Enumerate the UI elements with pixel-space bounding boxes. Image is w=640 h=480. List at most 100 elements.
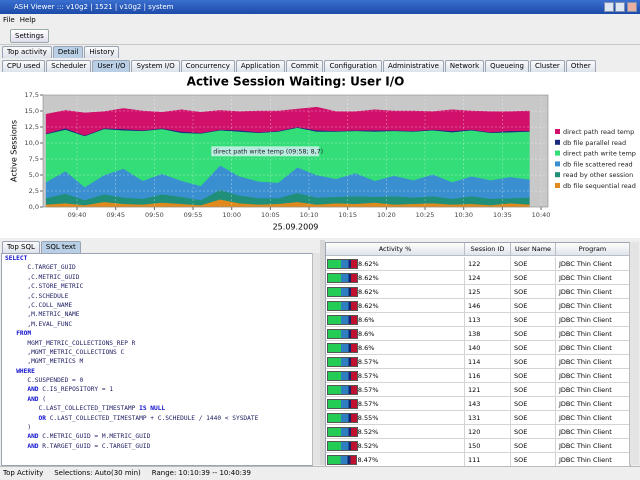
column-header[interactable]: Program [556,243,630,256]
tab[interactable]: Other [566,60,596,72]
tab[interactable]: Commit [286,60,324,72]
tab[interactable]: Scheduler [46,60,91,72]
tab[interactable]: History [84,46,119,58]
session-id: 121 [465,383,511,397]
tab[interactable]: Network [445,60,484,72]
sql-line: ,C.COLL_NAME [2,301,312,310]
activity-cell: 8.47% [326,453,465,467]
user-name: SOE [511,411,556,425]
user-name: SOE [511,383,556,397]
tab[interactable]: Queueing [485,60,529,72]
sql-line: WHERE [2,367,312,376]
x-tick-label: 10:05 [261,211,280,219]
x-tick-label: 10:15 [338,211,357,219]
activity-cell: 8.57% [326,355,465,369]
activity-cell: 8.52% [326,439,465,453]
sql-keyword: IS [139,405,146,412]
session-id: 143 [465,397,511,411]
settings-button[interactable]: Settings [10,29,49,43]
x-tick-label: 10:20 [377,211,396,219]
column-header[interactable]: Activity % [326,243,465,256]
program: JDBC Thin Client [556,327,630,341]
status-bar: Top ActivitySelections: Auto(30 min)Rang… [0,466,640,480]
session-id: 131 [465,411,511,425]
sql-line: ,C.STORE_METRIC [2,282,312,291]
sql-line: ,C.METRIC_GUID [2,273,312,282]
status-panel: Top Activity [3,467,43,480]
user-name: SOE [511,453,556,467]
legend-swatch [555,140,560,145]
activity-bar [327,357,358,367]
activity-label: 8.6% [358,313,375,327]
user-name: SOE [511,425,556,439]
tab[interactable]: User I/O [92,60,130,72]
activity-cell: 8.6% [326,313,465,327]
legend-swatch [555,129,560,134]
activity-bar [327,455,357,465]
activity-label: 8.52% [358,439,379,453]
activity-bar [327,315,358,325]
session-id: 124 [465,271,511,285]
activity-cell: 8.57% [326,397,465,411]
activity-bar [327,385,358,395]
session-id: 125 [465,285,511,299]
toolbar: Settings [0,26,640,45]
user-name: SOE [511,271,556,285]
x-tick-label: 09:55 [184,211,203,219]
scrollbar[interactable] [629,242,639,465]
program: JDBC Thin Client [556,313,630,327]
column-header[interactable]: Session ID [465,243,511,256]
menu-item[interactable]: Help [20,16,36,24]
session-id: 150 [465,439,511,453]
minimize-button[interactable] [604,2,614,12]
y-tick-label: 10,0 [25,139,39,147]
x-tick-label: 10:30 [454,211,473,219]
sql-line: AND C.METRIC_GUID = M.METRIC_GUID [2,432,312,441]
sql-line: MGMT_METRIC_COLLECTIONS_REP R [2,339,312,348]
annotation: direct path write temp (09:58; 8,7) [213,148,323,155]
y-tick-label: 2,5 [29,187,39,195]
sql-line: ,M.EVAL_FUNC [2,320,312,329]
main-tabs: Top activityDetailHistory [2,46,120,58]
activity-label: 8.62% [358,271,379,285]
program: JDBC Thin Client [556,299,630,313]
tab[interactable]: Cluster [530,60,565,72]
tab[interactable]: Concurrency [181,60,235,72]
activity-bar [327,413,358,423]
user-name: SOE [511,369,556,383]
tab[interactable]: System I/O [131,60,179,72]
tab[interactable]: Administrative [383,60,444,72]
tab[interactable]: SQL text [41,241,81,253]
program: JDBC Thin Client [556,425,630,439]
menu-item[interactable]: File [3,16,15,24]
tab[interactable]: Application [236,60,285,72]
activity-bar [327,329,358,339]
activity-label: 8.6% [358,327,375,341]
session-id: 116 [465,369,511,383]
activity-label: 8.62% [358,299,379,313]
activity-bar [327,441,358,451]
status-selection: Selections: Auto(30 min) [54,467,141,480]
activity-cell: 8.62% [326,271,465,285]
x-tick-label: 10:40 [532,211,551,219]
x-tick-label: 09:45 [106,211,125,219]
column-header[interactable]: User Name [511,243,556,256]
y-axis-label: Active Sessions [10,120,19,182]
activity-cell: 8.57% [326,369,465,383]
close-button[interactable] [627,2,637,12]
tab[interactable]: Top activity [2,46,52,58]
activity-cell: 8.62% [326,285,465,299]
sql-line: SELECT [2,254,312,263]
tab[interactable]: Configuration [324,60,381,72]
activity-cell: 8.55% [326,411,465,425]
program: JDBC Thin Client [556,285,630,299]
tab[interactable]: CPU used [2,60,45,72]
tab[interactable]: Detail [53,46,84,58]
activity-label: 8.62% [358,257,379,271]
activity-cell: 8.57% [326,383,465,397]
legend-label: db file scattered read [563,160,633,168]
x-tick-label: 10:00 [222,211,241,219]
maximize-button[interactable] [615,2,625,12]
window-title: ASH Viewer ::: v10g2 | 1521 | v10g2 | sy… [14,3,173,11]
tab[interactable]: Top SQL [2,241,40,253]
